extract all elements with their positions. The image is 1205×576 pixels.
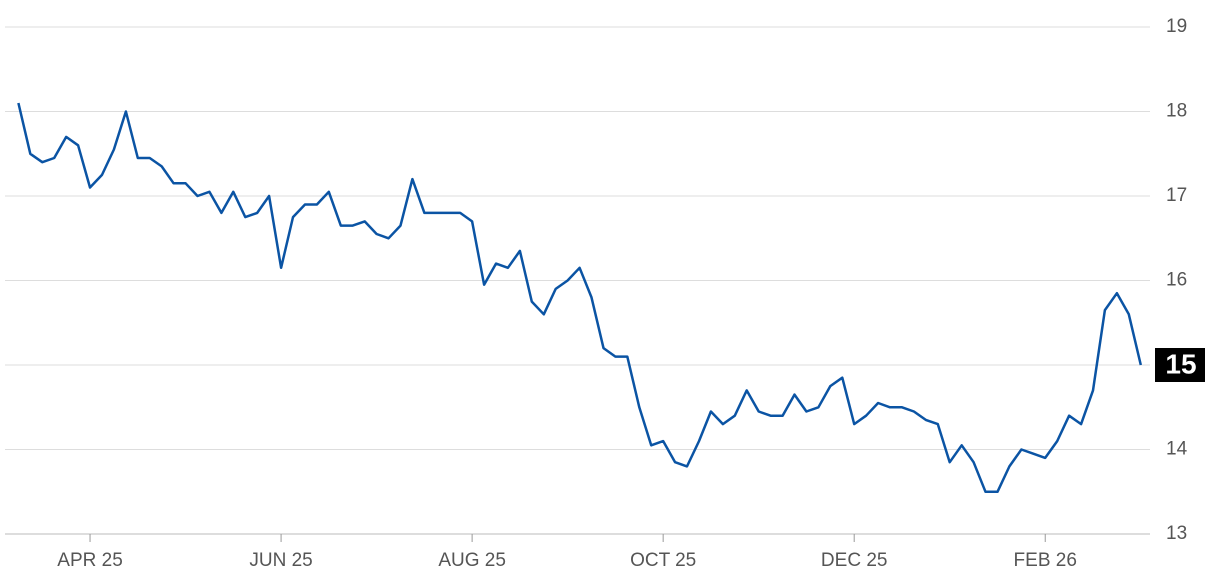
y-tick-label: 19 [1166,16,1187,37]
x-tick-label: AUG 25 [438,550,506,571]
last-value-label: 15 [1165,348,1196,379]
x-tick-label: JUN 25 [249,550,312,571]
y-tick-label: 13 [1166,523,1187,544]
last-value-box [1155,348,1205,382]
y-tick-label: 14 [1166,439,1188,460]
price-line [17,102,1143,494]
x-tick-label: APR 25 [57,550,122,571]
y-tick-label: 17 [1166,185,1187,206]
x-tick-label: DEC 25 [821,550,888,571]
y-tick-label: 16 [1166,270,1187,291]
x-tick-label: FEB 26 [1014,550,1077,571]
x-tick-label: OCT 25 [630,550,696,571]
y-tick-label: 18 [1166,101,1187,122]
